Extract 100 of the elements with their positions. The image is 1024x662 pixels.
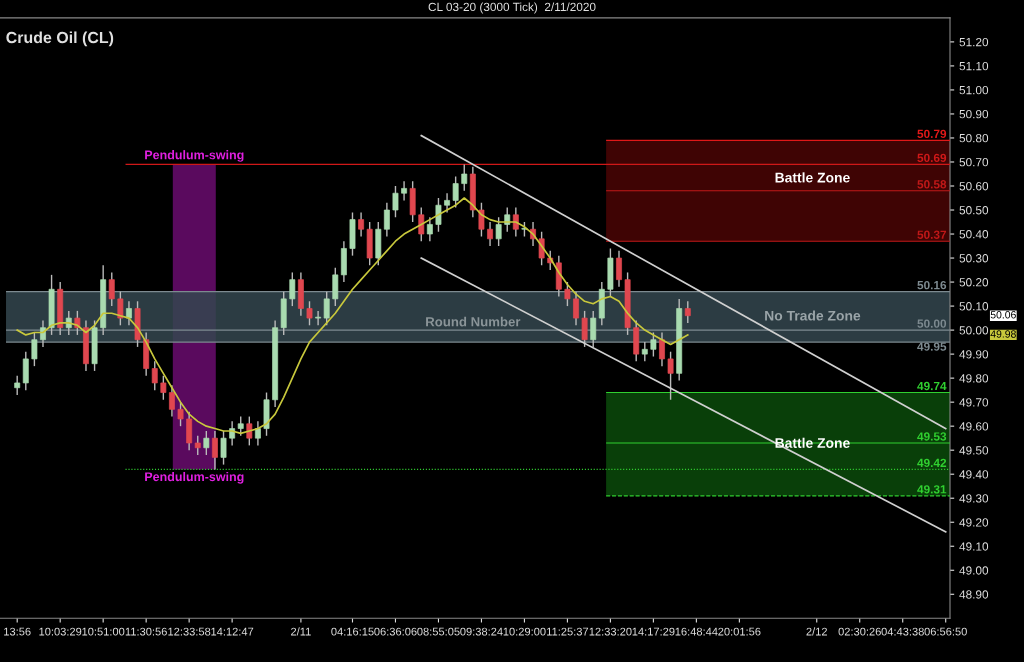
candlestick <box>641 341 648 363</box>
text: 49.98 <box>990 330 1016 338</box>
candlestick <box>478 202 485 238</box>
candlestick <box>435 197 442 233</box>
y-tick-label: 49.40 <box>959 470 989 479</box>
x-tick-label: 11:30:56 <box>125 627 167 636</box>
candlestick <box>194 435 201 456</box>
y-tick-label: 49.30 <box>959 494 989 503</box>
x-tick-label: 06:36:06 <box>374 627 417 636</box>
candlestick <box>14 375 21 396</box>
candlestick <box>177 401 184 427</box>
annotation: Round Number <box>426 316 521 327</box>
y-tick-label: 50.70 <box>959 158 989 167</box>
candlestick <box>117 290 124 326</box>
y-tick-label: 50.90 <box>959 109 989 119</box>
candlestick <box>383 202 390 238</box>
x-tick-label: 2/11 <box>291 627 311 636</box>
x-tick-label: 12:33:20 <box>589 627 632 636</box>
candlestick <box>650 331 657 358</box>
candlestick <box>237 415 244 437</box>
x-tick-label: 14:17:29 <box>632 627 675 636</box>
x-tick-label: 10:03:29 <box>39 627 82 636</box>
candlestick <box>573 290 579 326</box>
candlestick <box>212 430 218 471</box>
candlestick <box>31 331 38 367</box>
ref-line-label: 49.42 <box>917 458 947 468</box>
x-tick-label: 12:33:58 <box>168 627 211 636</box>
candlestick <box>495 216 502 247</box>
ref-line-label: 49.53 <box>917 432 947 441</box>
x-tick-label: 08:55:05 <box>417 627 460 636</box>
candlestick <box>254 420 261 447</box>
y-tick-label: 51.10 <box>959 61 989 71</box>
chart-title: CL 03-20 (3000 Tick) 2/11/2020 <box>428 2 596 14</box>
candlestick <box>40 319 46 348</box>
band-label: Battle Zone <box>775 172 850 183</box>
y-tick-label: 50.20 <box>959 278 989 287</box>
x-tick-label: 16:48:44 <box>675 627 718 636</box>
candlestick <box>315 310 322 326</box>
text: 50.06 <box>990 311 1016 319</box>
x-tick-label: 11:25:37 <box>547 627 589 636</box>
candlestick <box>616 250 622 288</box>
y-tick-label: 50.00 <box>959 326 989 335</box>
ref-line-label: 49.74 <box>917 381 947 391</box>
x-tick-label: 02:30:26 <box>838 627 881 636</box>
annotation: Pendulum-swing <box>145 150 244 162</box>
y-tick-label: 50.30 <box>959 254 989 263</box>
ref-line-label: 50.69 <box>917 153 947 163</box>
y-tick-label: 49.60 <box>959 422 989 431</box>
candlestick <box>444 192 450 214</box>
x-tick-label: 13:56 <box>4 627 31 636</box>
x-tick-label: 10:29:00 <box>503 627 546 636</box>
candlestick <box>461 163 468 192</box>
x-tick-label: 09:38:24 <box>460 627 503 636</box>
ref-line-label: 50.37 <box>917 230 947 239</box>
y-tick-label: 50.50 <box>959 206 989 215</box>
candlestick <box>564 281 571 307</box>
band-label: Battle Zone <box>775 437 850 448</box>
candlestick <box>289 271 296 307</box>
candlestick <box>220 430 227 466</box>
candlestick <box>306 300 313 326</box>
y-tick-label: 48.90 <box>959 590 989 599</box>
candlestick <box>667 351 674 401</box>
candlestick <box>426 216 433 242</box>
y-tick-label: 49.20 <box>959 518 989 527</box>
band-label: No Trade Zone <box>765 310 861 321</box>
candlestick <box>358 211 365 238</box>
y-tick-label: 49.10 <box>959 542 989 551</box>
x-tick-label: 14:12:47 <box>211 627 254 636</box>
y-tick-label: 49.90 <box>959 350 989 359</box>
x-tick-label: 04:43:38 <box>881 627 924 636</box>
x-tick-label: 06:56:50 <box>924 627 967 636</box>
candlestick <box>487 221 493 247</box>
candlestick <box>401 180 407 202</box>
y-tick-label: 49.80 <box>959 374 989 383</box>
y-tick-label: 50.10 <box>959 302 989 311</box>
candlestick <box>323 290 330 326</box>
ref-line-label: 50.79 <box>917 129 947 139</box>
candlestick <box>126 300 132 326</box>
candlestick <box>151 360 158 391</box>
y-tick-label: 49.50 <box>959 446 989 455</box>
y-tick-label: 49.70 <box>959 398 989 407</box>
x-tick-label: 2/12 <box>806 627 827 636</box>
candlestick <box>203 430 210 456</box>
annotation: Pendulum-swing <box>145 471 244 484</box>
y-tick-label: 50.80 <box>959 133 989 143</box>
candlestick <box>581 310 588 348</box>
candlestick <box>108 271 115 307</box>
ref-line-label: 50.58 <box>917 180 947 189</box>
candlestick <box>684 300 691 324</box>
text: Crude Oil (CL) <box>6 31 114 47</box>
y-tick-label: 51.00 <box>959 85 989 95</box>
x-tick-label: 20:01:56 <box>718 627 761 636</box>
candlestick <box>452 175 459 209</box>
y-tick-label: 50.60 <box>959 182 989 191</box>
ref-line-label: 50.16 <box>917 280 947 290</box>
x-tick-label: 10:51:00 <box>82 627 125 636</box>
candlestick <box>418 206 425 242</box>
ref-line-label: 50.00 <box>917 319 947 328</box>
candlestick <box>659 331 665 367</box>
candlestick <box>169 384 175 418</box>
